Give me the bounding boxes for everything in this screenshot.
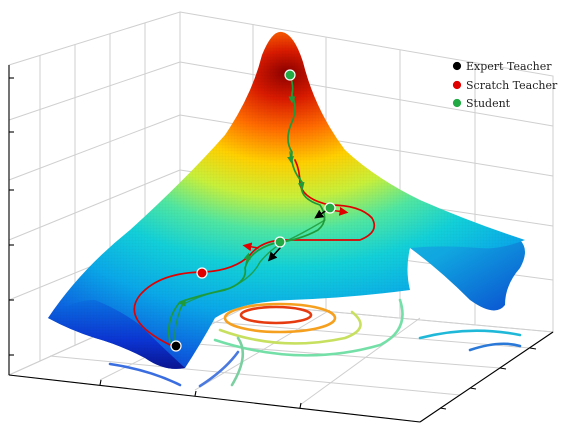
contour-5 xyxy=(230,336,245,387)
legend-marker-scratch xyxy=(452,80,462,90)
arrow-expert-2 xyxy=(267,247,281,262)
legend-item-scratch: Scratch Teacher xyxy=(452,79,558,92)
axis-lines xyxy=(8,65,554,423)
floor-contours xyxy=(108,298,522,388)
legend-marker-expert xyxy=(452,61,462,71)
contour-7 xyxy=(468,342,522,352)
contour-inner xyxy=(239,305,313,325)
legend-label-scratch: Scratch Teacher xyxy=(466,79,558,92)
point-student-mid xyxy=(324,202,336,214)
x-axis-line xyxy=(8,374,421,423)
arrow-student-5 xyxy=(243,252,251,265)
loss-surface xyxy=(48,31,525,369)
contour-6 xyxy=(418,329,522,340)
y-axis-line xyxy=(419,331,554,423)
arrow-student-4 xyxy=(179,298,186,311)
legend-item-student: Student xyxy=(452,97,511,110)
arrow-student-2 xyxy=(287,151,295,164)
contour-9 xyxy=(198,350,240,388)
arrow-student-3 xyxy=(297,177,305,190)
surface-mesh xyxy=(48,31,525,369)
legend-label-expert: Expert Teacher xyxy=(466,60,552,73)
point-student-end xyxy=(274,236,286,248)
contour-2 xyxy=(223,302,337,334)
point-student-start xyxy=(284,69,296,81)
arrow-scratch-2 xyxy=(242,242,259,252)
trajectory-scratch-teacher xyxy=(133,159,376,346)
contour-8 xyxy=(108,362,182,387)
point-expert-teacher-start xyxy=(170,340,182,352)
contour-4 xyxy=(213,298,404,357)
legend-marker-student xyxy=(452,98,462,108)
contour-3 xyxy=(218,310,362,345)
axis-ticks xyxy=(9,77,537,410)
legend-label-student: Student xyxy=(466,97,511,110)
trajectory-points xyxy=(170,69,336,352)
legend-item-expert: Expert Teacher xyxy=(452,60,552,73)
point-scratch-teacher xyxy=(196,267,208,279)
legend: Expert Teacher Scratch Teacher Student xyxy=(452,60,558,110)
